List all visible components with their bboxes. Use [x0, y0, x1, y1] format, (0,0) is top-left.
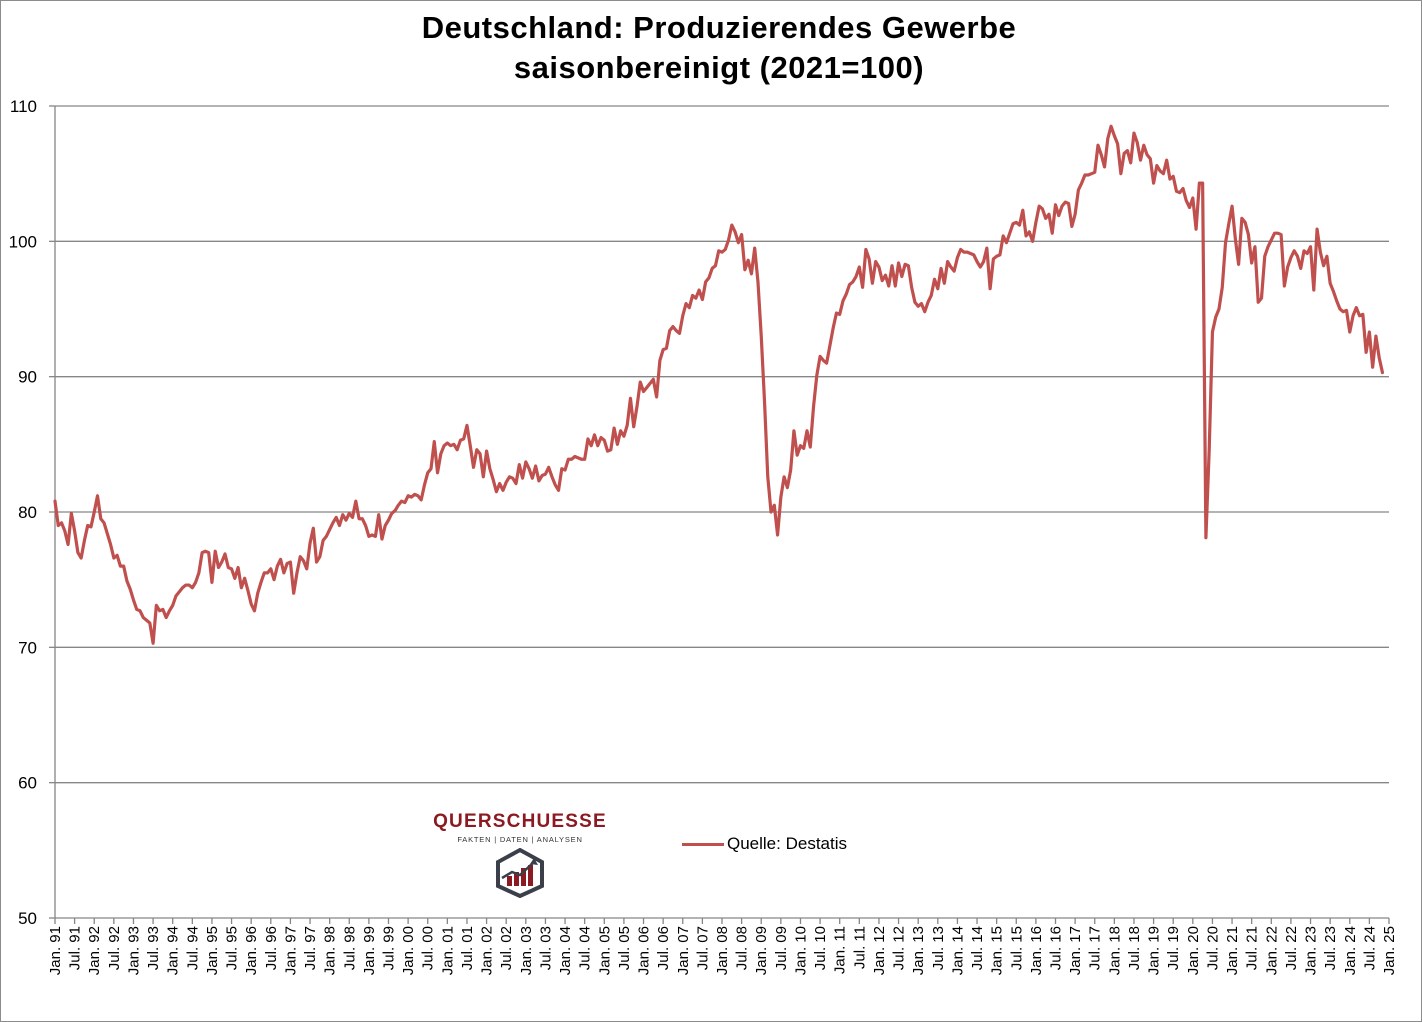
- legend-label: Quelle: Destatis: [727, 834, 847, 853]
- x-tick-label: Jan. 09: [753, 926, 770, 975]
- x-tick-label: Jul. 98: [341, 926, 358, 970]
- x-tick-label: Jul. 00: [420, 926, 437, 970]
- series-layer: [53, 124, 1385, 645]
- x-tick-label: Jan. 99: [361, 926, 378, 975]
- x-tick-label: Jul. 06: [655, 926, 672, 970]
- x-tick-label: Jan. 18: [1106, 926, 1123, 975]
- chart-title: Deutschland: Produzierendes Gewerbe saiso…: [0, 8, 1422, 88]
- x-tick-label: Jul. 21: [1244, 926, 1261, 970]
- y-tick-label: 70: [18, 638, 37, 657]
- x-tick-label: Jul. 97: [302, 926, 319, 970]
- x-tick-label: Jan. 00: [400, 926, 417, 975]
- x-tick-label: Jul. 12: [891, 926, 908, 970]
- x-tick-label: Jan. 97: [282, 926, 299, 975]
- x-tick-label: Jul. 01: [459, 926, 476, 970]
- x-tick-label: Jul. 05: [616, 926, 633, 970]
- x-tick-label: Jan. 16: [1028, 926, 1045, 975]
- x-tick-label: Jul. 09: [773, 926, 790, 970]
- x-tick-label: Jul. 10: [812, 926, 829, 970]
- legend-swatch: [682, 842, 724, 846]
- x-tick-label: Jan. 20: [1185, 926, 1202, 975]
- x-tick-label: Jan. 92: [86, 926, 103, 975]
- x-tick-label: Jul. 04: [577, 926, 594, 970]
- x-tick-label: Jan. 11: [832, 926, 849, 974]
- x-tick-label: Jan. 06: [636, 926, 653, 975]
- x-tick-label: Jan. 10: [792, 926, 809, 975]
- x-tick-label: Jan. 12: [871, 926, 888, 975]
- x-tick-label: Jan. 15: [989, 926, 1006, 975]
- y-tick-label: 100: [9, 232, 37, 251]
- legend: Quelle: Destatis: [682, 833, 847, 855]
- chart-title-line: Deutschland: Produzierendes Gewerbe: [421, 10, 1017, 45]
- chart-title-line: saisonbereinigt (2021=100): [513, 50, 925, 85]
- x-tick-label: Jul. 16: [1048, 926, 1065, 970]
- y-axis-ticks: 50 60 70 80 90 100 110: [9, 97, 37, 928]
- x-tick-label: Jan. 04: [557, 926, 574, 975]
- logo-tagline: FAKTEN | DATEN | ANALYSEN: [457, 835, 583, 844]
- x-tick-label: Jan. 21: [1224, 926, 1241, 975]
- x-tick-label: Jan. 96: [243, 926, 260, 975]
- x-tick-label: Jan. 01: [439, 926, 456, 975]
- x-tick-label: Jul. 93: [145, 926, 162, 970]
- x-tick-label: Jul. 03: [537, 926, 554, 970]
- x-tick-label: Jul. 17: [1087, 926, 1104, 970]
- x-tick-label: Jan. 23: [1303, 926, 1320, 975]
- x-tick-label: Jan. 98: [322, 926, 339, 975]
- x-tick-label: Jan. 22: [1263, 926, 1280, 975]
- x-tick-label: Jul. 96: [263, 926, 280, 970]
- y-tick-label: 80: [18, 503, 37, 522]
- x-tick-label: Jan. 14: [949, 926, 966, 975]
- x-tick-label: Jul. 18: [1126, 926, 1143, 970]
- x-tick-label: Jan. 25: [1381, 926, 1398, 975]
- x-tick-label: Jan. 17: [1067, 926, 1084, 975]
- y-tick-label: 50: [18, 909, 37, 928]
- x-tick-label: Jan. 13: [910, 926, 927, 975]
- x-tick-label: Jan. 95: [204, 926, 221, 975]
- logo-name: QUERSCHUESSE: [433, 811, 607, 832]
- x-tick-label: Jul. 99: [381, 926, 398, 970]
- x-tick-label: Jul. 24: [1361, 926, 1378, 970]
- x-tick-label: Jan. 07: [675, 926, 692, 975]
- logo-emblem-icon: [496, 848, 544, 898]
- x-axis-ticks: Jan. 91 Jul. 91 Jan. 92 Jul. 92 Jan. 93 Jul. …: [47, 926, 1398, 975]
- x-tick-label: Jul. 94: [184, 926, 201, 970]
- x-tick-label: Jul. 13: [930, 926, 947, 970]
- x-tick-label: Jul. 02: [498, 926, 515, 970]
- y-tick-label: 60: [18, 774, 37, 793]
- x-tick-label: Jul. 91: [67, 926, 84, 970]
- x-tick-label: Jan. 19: [1146, 926, 1163, 975]
- x-tick-label: Jan. 91: [47, 926, 64, 975]
- y-tick-label: 90: [18, 368, 37, 387]
- x-tick-label: Jul. 95: [224, 926, 241, 970]
- axes: [49, 105, 1390, 924]
- series-line: [53, 124, 1385, 645]
- x-tick-label: Jan. 03: [518, 926, 535, 975]
- x-tick-label: Jul. 19: [1165, 926, 1182, 970]
- querschuesse-logo: QUERSCHUESSE FAKTEN | DATEN | ANALYSEN: [420, 810, 620, 910]
- x-tick-label: Jul. 11: [851, 926, 868, 969]
- x-tick-label: Jul. 08: [734, 926, 751, 970]
- x-tick-label: Jul. 92: [106, 926, 123, 970]
- x-tick-label: Jul. 20: [1204, 926, 1221, 970]
- gridlines: [55, 105, 1389, 784]
- x-tick-label: Jan. 08: [714, 926, 731, 975]
- x-tick-label: Jul. 14: [969, 926, 986, 970]
- x-tick-label: Jul. 07: [694, 926, 711, 970]
- y-tick-label: 110: [10, 97, 37, 116]
- x-tick-label: Jan. 05: [596, 926, 613, 975]
- x-tick-label: Jul. 22: [1283, 926, 1300, 970]
- x-tick-label: Jan. 94: [165, 926, 182, 975]
- x-tick-label: Jul. 23: [1322, 926, 1339, 970]
- x-tick-label: Jan. 93: [125, 926, 142, 975]
- x-tick-label: Jan. 24: [1342, 926, 1359, 975]
- x-tick-label: Jul. 15: [1008, 926, 1025, 970]
- x-tick-label: Jan. 02: [479, 926, 496, 975]
